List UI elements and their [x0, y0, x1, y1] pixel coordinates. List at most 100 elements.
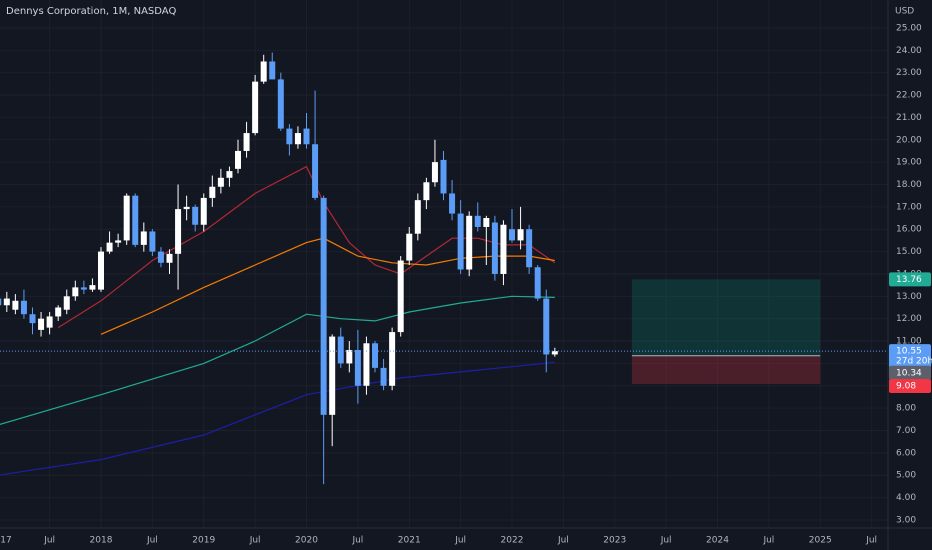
candle-body [389, 332, 396, 386]
candle-body [0, 298, 2, 306]
candle-body [226, 171, 233, 178]
y-tick-label: 12.00 [896, 314, 922, 324]
candle-body [534, 267, 541, 299]
y-tick-label: 15.00 [896, 247, 922, 257]
candle-body [526, 229, 533, 268]
candle-body [149, 231, 156, 252]
candle-body [217, 177, 224, 187]
candle-body [89, 285, 96, 290]
candle-body [12, 300, 19, 310]
x-tick-label: Jul [454, 536, 466, 546]
candle-body [440, 159, 447, 194]
y-tick-label: 19.00 [896, 158, 922, 168]
grid [0, 0, 888, 528]
y-tick-label: 3.00 [896, 515, 916, 525]
plot-area [0, 52, 888, 485]
x-tick-label: Jul [146, 536, 158, 546]
x-tick-label: 2020 [295, 536, 318, 546]
x-tick-label: 2023 [603, 536, 626, 546]
candle-body [269, 61, 276, 80]
candle-body [457, 213, 464, 270]
x-tick-label: Jul [43, 536, 55, 546]
y-tick-label: 25.00 [896, 23, 922, 33]
stop-label: 9.08 [896, 381, 916, 391]
candle-body [63, 296, 70, 310]
candle-body [123, 195, 130, 241]
candle-body [397, 260, 404, 333]
candle-body [423, 182, 430, 201]
candle-body [183, 206, 190, 210]
candle-body [414, 200, 421, 234]
candle-body [46, 316, 53, 328]
candle-body [517, 229, 524, 241]
y-tick-label: 8.00 [896, 404, 916, 414]
chart-title: Dennys Corporation, 1M, NASDAQ [6, 6, 176, 17]
x-tick-label: Jul [351, 536, 363, 546]
target-label-bg [889, 272, 931, 287]
last-price-label-bg [889, 344, 931, 369]
candle-body [337, 336, 344, 364]
y-tick-label: 6.00 [896, 448, 916, 458]
x-tick-label: 2018 [90, 536, 113, 546]
candle-body [286, 128, 293, 145]
x-tick-label: Jul [249, 536, 261, 546]
y-tick-label: 13.00 [896, 292, 922, 302]
x-tick-label: Jul [660, 536, 672, 546]
candle-body [491, 222, 498, 274]
candle-body [294, 133, 301, 145]
candle-body [106, 242, 113, 252]
candle-body [483, 218, 490, 227]
candle-body [29, 314, 36, 324]
candle-body [115, 240, 122, 243]
candle-body [38, 318, 45, 330]
x-tick-label: 17 [0, 536, 11, 546]
x-tick-label: 2024 [706, 536, 729, 546]
y-tick-label: 4.00 [896, 493, 916, 503]
candle-body [209, 186, 216, 198]
candle-body [3, 298, 10, 306]
moving-average [0, 295, 555, 425]
candle-body [329, 336, 336, 415]
candle-body [166, 253, 173, 263]
x-tick-label: 2021 [398, 536, 421, 546]
candle-body [175, 209, 182, 254]
y-tick-label: 11.00 [896, 337, 922, 347]
x-tick-label: Jul [557, 536, 569, 546]
moving-average [0, 361, 555, 476]
candle-body [235, 150, 242, 169]
candle-body [346, 349, 353, 364]
x-tick-label: 2022 [501, 536, 524, 546]
candle-body [354, 349, 361, 386]
candle-body [98, 251, 105, 290]
candle-body [277, 79, 284, 129]
candle-body [380, 367, 387, 386]
y-tick-label: 17.00 [896, 202, 922, 212]
entry-label: 10.34 [896, 368, 922, 378]
y-tick-label: 16.00 [896, 225, 922, 235]
candle-body [363, 343, 370, 386]
candle-body [474, 215, 481, 227]
x-tick-label: Jul [762, 536, 774, 546]
y-tick-label: 5.00 [896, 471, 916, 481]
y-tick-label: 21.00 [896, 113, 922, 123]
y-tick-label: 23.00 [896, 68, 922, 78]
candle-body [303, 128, 310, 145]
candle-body [500, 224, 507, 274]
x-tick-label: 2025 [809, 536, 832, 546]
candle-body [372, 343, 379, 368]
candle-body [200, 197, 207, 225]
candle-body [406, 233, 413, 261]
candle-body [320, 197, 327, 415]
candle-body [252, 81, 259, 134]
x-tick-label: 2019 [192, 536, 215, 546]
candle-body [20, 300, 27, 315]
y-tick-label: 18.00 [896, 180, 922, 190]
entry-label-bg [889, 365, 931, 380]
candle-body [449, 193, 456, 214]
candle-body [551, 351, 558, 355]
candle-body [140, 231, 147, 245]
candle-body [431, 162, 438, 183]
